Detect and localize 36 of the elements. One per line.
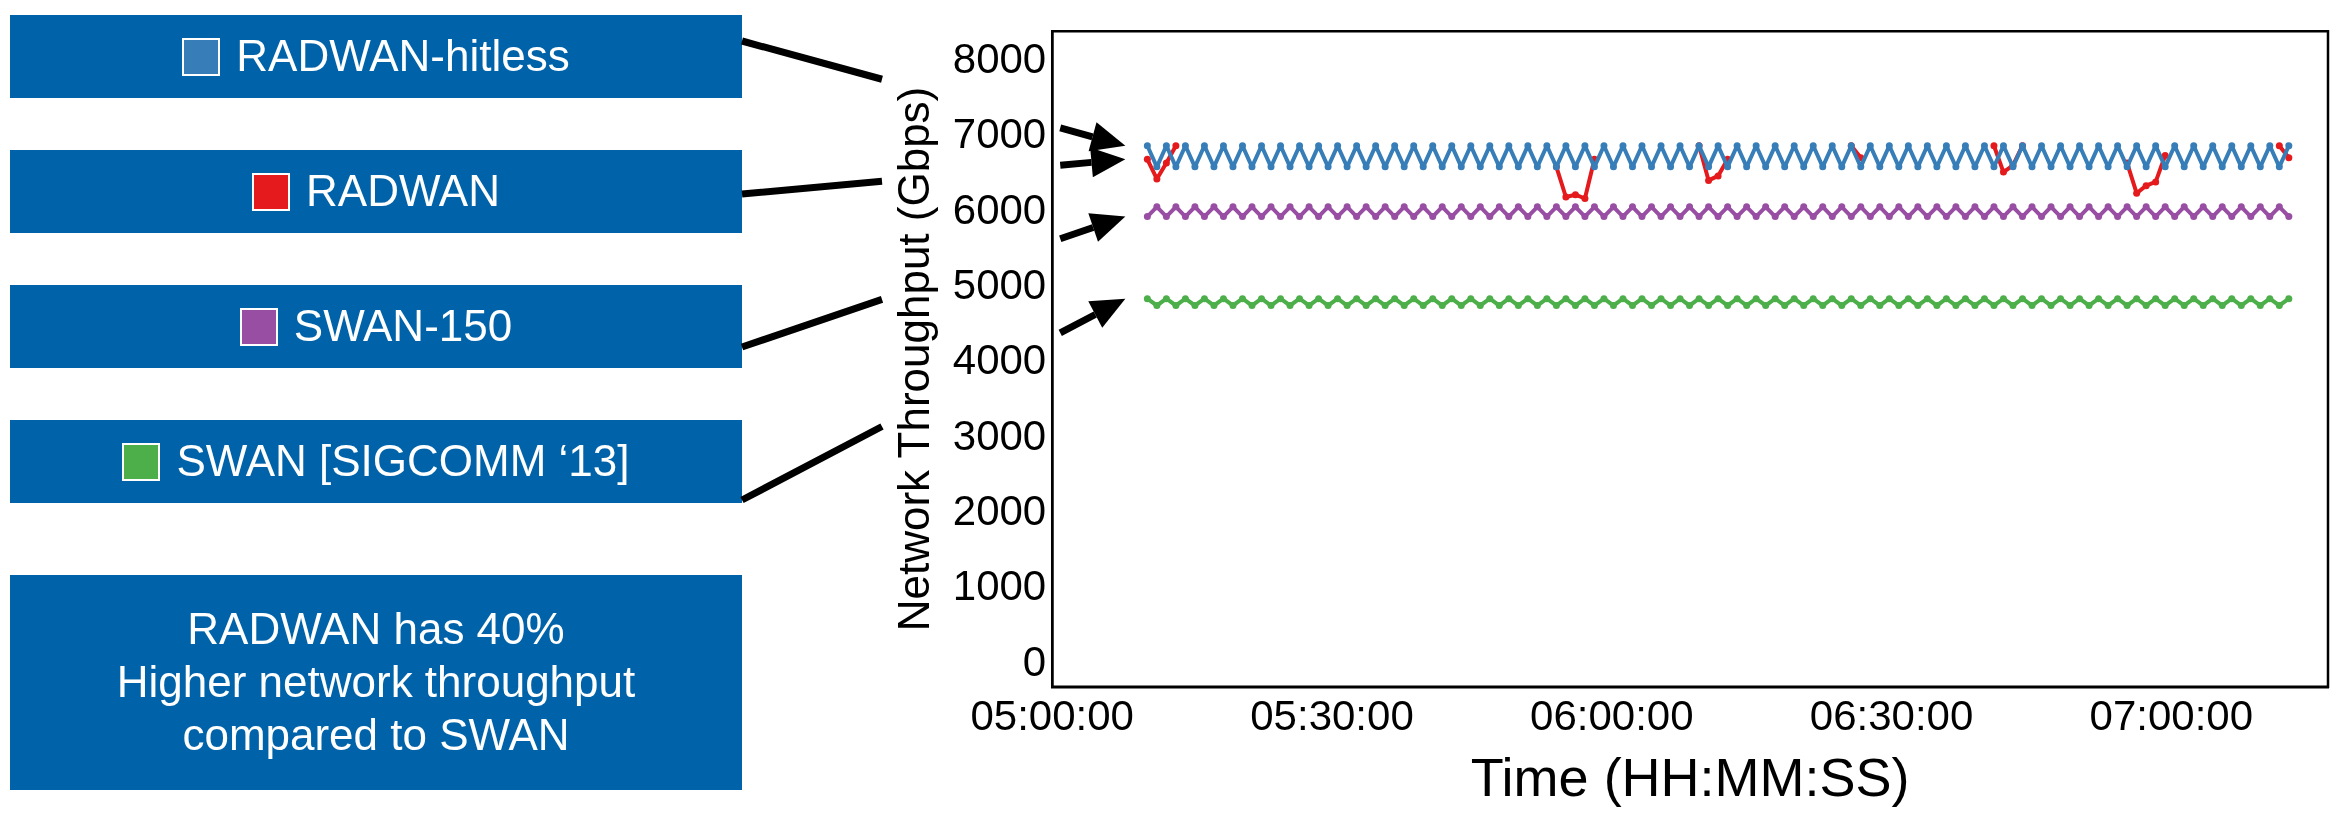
point bbox=[1143, 155, 1151, 163]
legend-label: SWAN [SIGCOMM ‘13] bbox=[176, 435, 630, 488]
point bbox=[1562, 193, 1570, 201]
x-tick-label: 06:00:00 bbox=[1530, 691, 1694, 739]
y-tick-label: 5000 bbox=[952, 260, 1047, 308]
x-tick-label: 07:00:00 bbox=[2089, 691, 2254, 739]
point bbox=[2133, 189, 2141, 197]
y-tick-label: 4000 bbox=[952, 336, 1047, 384]
y-axis-title: Network Throughput (Gbps) bbox=[888, 86, 938, 632]
point bbox=[2275, 142, 2283, 150]
point bbox=[1714, 172, 1722, 180]
point bbox=[1571, 191, 1579, 199]
y-tick-label: 2000 bbox=[952, 487, 1047, 535]
point bbox=[2285, 154, 2293, 162]
y-tick-label: 1000 bbox=[952, 562, 1047, 610]
point bbox=[1705, 176, 1713, 184]
x-tick-label: 05:30:00 bbox=[1250, 691, 1414, 739]
point bbox=[1172, 142, 1180, 150]
point bbox=[1162, 159, 1170, 167]
point bbox=[1581, 194, 1589, 202]
point bbox=[1999, 168, 2007, 176]
x-tick-label: 05:00:00 bbox=[970, 691, 1134, 739]
y-tick-label: 7000 bbox=[952, 110, 1047, 158]
x-axis-title: Time (HH:MM:SS) bbox=[1470, 747, 1910, 808]
point bbox=[2152, 178, 2160, 186]
legend-label: RADWAN-hitless bbox=[236, 30, 570, 83]
y-tick-label: 0 bbox=[1022, 637, 1047, 685]
point bbox=[2142, 182, 2150, 190]
x-tick-label: 06:30:00 bbox=[1809, 691, 1974, 739]
legend-label: RADWAN bbox=[306, 165, 500, 218]
y-tick-label: 8000 bbox=[952, 34, 1047, 82]
legend-label: SWAN-150 bbox=[293, 300, 513, 353]
y-tick-label: 3000 bbox=[952, 411, 1047, 459]
text: RADWAN has 40% Higher network throughput compared to SWAN bbox=[10, 575, 742, 790]
point bbox=[1990, 142, 1998, 150]
y-tick-label: 6000 bbox=[952, 185, 1047, 233]
